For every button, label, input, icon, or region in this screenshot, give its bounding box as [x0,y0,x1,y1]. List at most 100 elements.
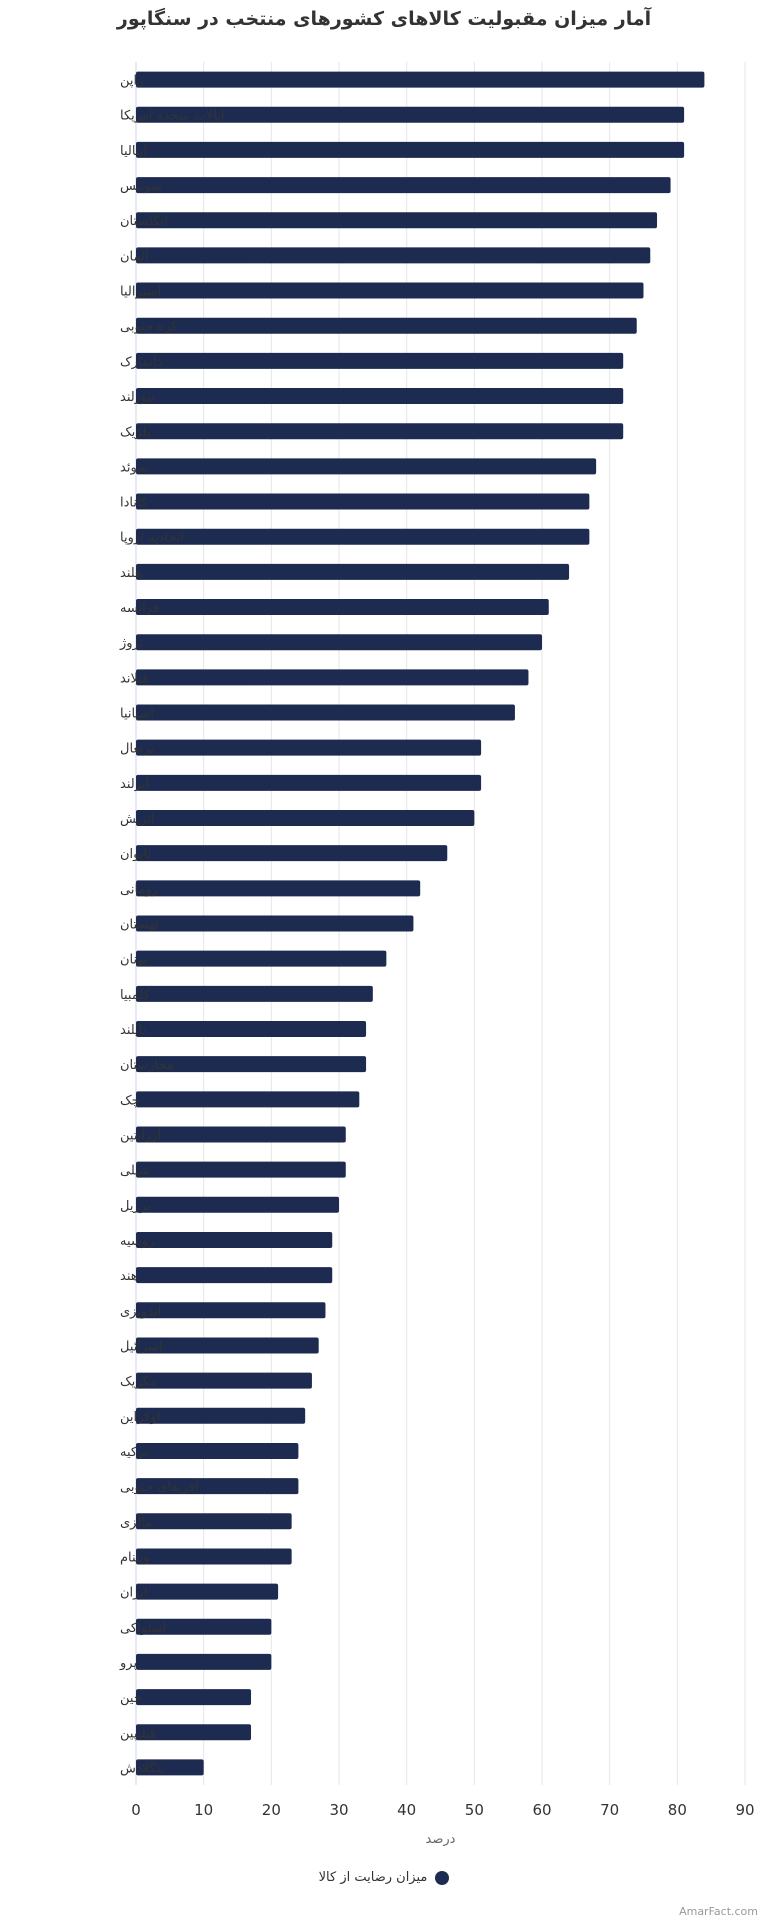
x-tick-label: 50 [465,1801,484,1819]
bar[interactable] [136,1091,360,1108]
bar[interactable] [136,282,644,299]
category-label: نروژ [119,636,143,651]
legend[interactable]: میزان رضایت از کالا [0,1870,768,1885]
category-label: یونان [120,953,148,968]
bar[interactable] [136,493,590,510]
bar[interactable] [136,458,597,475]
bar[interactable] [136,177,671,194]
bar[interactable] [136,1653,272,1670]
bar[interactable] [136,915,414,932]
bar[interactable] [136,528,590,545]
category-label: برزیل [120,1199,151,1214]
bar[interactable] [136,1372,312,1389]
bar[interactable] [136,1231,333,1248]
category-label: اسرائیل [120,1339,163,1354]
bar[interactable] [136,1618,272,1635]
category-label: ژاپن [120,74,143,89]
x-tick-label: 80 [668,1801,687,1819]
bar[interactable] [136,1583,279,1600]
category-label: مالزی [120,1515,152,1530]
bar[interactable] [136,1161,346,1178]
bar[interactable] [136,1548,292,1565]
category-label: اوکراین [120,1410,160,1425]
x-tick-label: 20 [262,1801,281,1819]
category-label: پرتغال [120,742,154,757]
category-label: فنلاند [120,671,148,686]
x-tick-label: 10 [194,1801,213,1819]
bar[interactable] [136,1302,326,1319]
category-label: لهستان [120,918,159,933]
x-tick-label: 60 [532,1801,551,1819]
category-label: ایران [120,1586,148,1601]
category-label: مکزیک [120,1375,157,1390]
bar[interactable] [136,317,637,334]
bar[interactable] [136,985,373,1002]
bar[interactable] [136,563,570,580]
category-label: آلمان [120,247,150,264]
bar[interactable] [136,1724,252,1741]
bar[interactable] [136,141,685,158]
bar[interactable] [136,212,658,229]
x-tick-label: 40 [397,1801,416,1819]
credit-text: AmarFact.com [679,1905,758,1918]
bar[interactable] [136,739,482,756]
category-label: ترکیه [120,1445,148,1460]
bar[interactable] [136,1442,299,1459]
bar[interactable] [136,1759,204,1776]
bar[interactable] [136,669,529,686]
category-label: اسپانیا [120,707,154,722]
x-tick-label: 30 [329,1801,348,1819]
bar[interactable] [136,1689,252,1706]
bar[interactable] [136,774,482,791]
bar[interactable] [136,1337,319,1354]
x-axis-ticks: 0 10 20 30 40 50 60 70 80 90 [131,1801,754,1819]
category-label: تایلند [120,1023,147,1038]
bar[interactable] [136,106,685,123]
bar[interactable] [136,388,624,405]
legend-marker-icon [435,1870,450,1885]
bar[interactable] [136,423,624,440]
category-label: کانادا [120,496,148,511]
category-label: بنگلادش [120,1760,164,1776]
bar[interactable] [136,950,387,967]
bar[interactable] [136,634,542,651]
x-tick-label: 0 [131,1801,141,1819]
bar[interactable] [136,704,515,721]
bar[interactable] [136,599,549,616]
bar[interactable] [136,247,651,264]
category-label: رومانی [120,882,158,897]
bar[interactable] [136,810,475,827]
category-label: بلژیک [120,425,150,440]
bar[interactable] [136,352,624,369]
category-label: ایتالیا [120,144,147,159]
category-label: هند [120,1269,138,1284]
x-tick-label: 70 [600,1801,619,1819]
category-label: سوئیس [120,179,162,194]
bar[interactable] [136,1407,306,1424]
category-labels: ژاپن ایالات متحده آمریکا ایتالیا سوئیس انگلس… [119,74,225,1777]
category-label: تایوان [120,847,151,862]
category-label: شیلی [120,1164,150,1179]
bar[interactable] [136,845,448,862]
category-label: اندونزی [120,1304,161,1319]
category-label: چین [120,1691,142,1706]
bar[interactable] [136,1126,346,1143]
bar[interactable] [136,1267,333,1284]
category-label: استرالیا [120,285,161,300]
bar[interactable] [136,71,705,88]
bar[interactable] [136,1478,299,1495]
category-label: ایالات متحده آمریکا [120,107,225,124]
bar[interactable] [136,880,421,897]
category-label: آفریقای جنوبی [120,1478,200,1495]
bar[interactable] [136,1196,339,1213]
x-tick-label: 90 [735,1801,754,1819]
bar[interactable] [136,1020,367,1037]
category-label: مجارستان [120,1058,174,1073]
bars [136,71,705,1776]
category-label: هلند [120,566,142,581]
bar[interactable] [136,1056,367,1073]
bar[interactable] [136,1513,292,1530]
category-label: انگلستان [120,213,168,229]
category-label: ویتنام [120,1550,150,1565]
